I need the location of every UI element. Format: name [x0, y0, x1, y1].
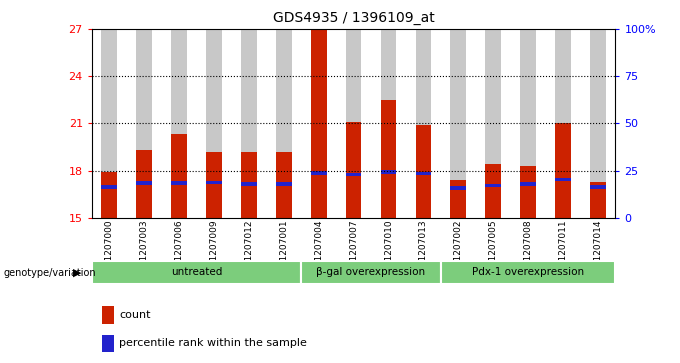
Bar — [206, 152, 222, 218]
Bar — [241, 29, 257, 218]
Text: Pdx-1 overexpression: Pdx-1 overexpression — [472, 267, 584, 277]
Bar — [381, 100, 396, 218]
Bar — [101, 185, 117, 189]
Bar — [102, 335, 114, 352]
Bar — [171, 134, 187, 218]
Bar — [102, 306, 114, 323]
Bar — [311, 29, 326, 218]
Bar — [381, 171, 396, 174]
Bar — [345, 29, 362, 218]
Bar — [520, 182, 536, 186]
Bar — [276, 182, 292, 186]
Bar — [590, 182, 606, 218]
Bar — [276, 29, 292, 218]
Bar — [486, 29, 501, 218]
Bar — [450, 29, 466, 218]
Bar — [555, 178, 571, 181]
FancyBboxPatch shape — [441, 261, 615, 284]
Text: percentile rank within the sample: percentile rank within the sample — [119, 338, 307, 348]
Bar — [241, 182, 257, 186]
Bar — [520, 166, 536, 218]
Bar — [520, 29, 536, 218]
Bar — [486, 164, 501, 218]
Text: ▶: ▶ — [73, 268, 82, 278]
Bar — [311, 171, 326, 175]
Bar — [450, 186, 466, 189]
Bar — [415, 29, 431, 218]
Bar — [101, 172, 117, 218]
Bar — [311, 29, 326, 218]
Bar — [136, 182, 152, 185]
Title: GDS4935 / 1396109_at: GDS4935 / 1396109_at — [273, 11, 435, 25]
Bar — [590, 185, 606, 189]
FancyBboxPatch shape — [92, 261, 301, 284]
Bar — [171, 182, 187, 185]
Bar — [171, 29, 187, 218]
Bar — [241, 152, 257, 218]
Bar — [555, 123, 571, 218]
Bar — [555, 29, 571, 218]
FancyBboxPatch shape — [301, 261, 441, 284]
Bar — [345, 122, 362, 218]
Bar — [415, 125, 431, 218]
Bar — [486, 184, 501, 187]
Bar — [381, 29, 396, 218]
Text: β-gal overexpression: β-gal overexpression — [316, 267, 426, 277]
Bar — [345, 173, 362, 176]
Bar — [590, 29, 606, 218]
Text: genotype/variation: genotype/variation — [3, 268, 96, 278]
Bar — [206, 181, 222, 184]
Bar — [136, 150, 152, 218]
Bar — [136, 29, 152, 218]
Bar — [206, 29, 222, 218]
Text: untreated: untreated — [171, 267, 222, 277]
Bar — [450, 180, 466, 218]
Bar — [276, 152, 292, 218]
Bar — [415, 172, 431, 175]
Text: count: count — [119, 310, 150, 320]
Bar — [101, 29, 117, 218]
